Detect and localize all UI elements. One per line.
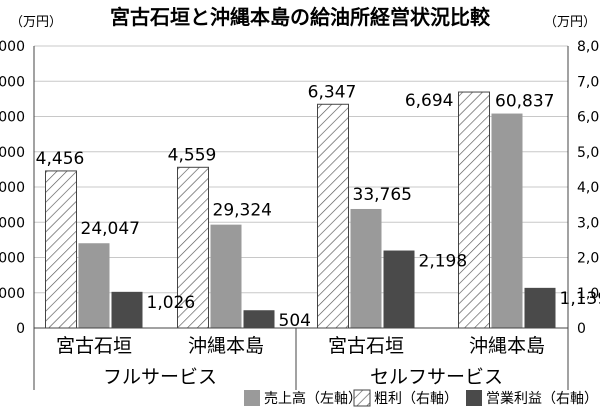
left-tick-label: ,000	[0, 74, 25, 90]
group-label: セルフサービス	[370, 366, 503, 388]
bar-gross-profit	[45, 170, 77, 329]
data-label-gross-profit: 4,559	[168, 145, 217, 165]
chart-title: 宮古石垣と沖縄本島の給油所経営状況比較	[110, 5, 491, 29]
right-tick-label: 8,00	[577, 39, 600, 55]
right-tick-label: 6,00	[577, 110, 600, 126]
bar-operating-profit	[383, 250, 415, 328]
legend-label: 営業利益（右軸）	[486, 391, 598, 407]
legend: 売上高（左軸） 粗利（右軸） 営業利益（右軸）	[244, 389, 598, 407]
right-tick-label: 3,00	[577, 215, 600, 231]
category-label: 宮古石垣	[56, 335, 132, 357]
category-label: 宮古石垣	[328, 335, 404, 357]
right-tick-label: 5,00	[577, 145, 600, 161]
bar-sales	[210, 224, 242, 328]
legend-swatch	[353, 389, 371, 407]
data-label-sales: 60,837	[495, 92, 554, 112]
data-label-operating-profit: 1,139	[560, 289, 600, 309]
data-label-gross-profit: 4,456	[36, 149, 85, 169]
legend-swatch	[244, 390, 260, 406]
left-tick-label: ,000	[0, 251, 25, 267]
legend-swatch	[466, 390, 482, 406]
bar-gross-profit	[317, 103, 349, 329]
bar-operating-profit	[243, 310, 275, 328]
axes: 0 ,000 ,000 ,000 ,000 ,000 ,000 ,000 ,000 0 1,00 2,…	[0, 39, 600, 390]
right-tick-label: 0	[577, 321, 586, 337]
data-label-operating-profit: 2,198	[419, 252, 468, 272]
right-axis-unit: （万円）	[544, 15, 596, 30]
left-tick-label: ,000	[0, 39, 25, 55]
left-tick-label: ,000	[0, 286, 25, 302]
bar-operating-profit	[524, 287, 556, 328]
bar-sales	[350, 208, 382, 328]
left-tick-label: ,000	[0, 180, 25, 196]
right-tick-label: 4,00	[577, 180, 600, 196]
data-label-operating-profit: 1,026	[147, 293, 196, 313]
bar-gross-profit	[458, 91, 490, 329]
data-label-sales: 24,047	[81, 219, 140, 239]
data-label-gross-profit: 6,694	[405, 91, 454, 111]
data-label-sales: 29,324	[213, 201, 272, 221]
bars	[45, 91, 556, 329]
category-label: 沖縄本島	[188, 335, 264, 357]
left-axis-unit: （万円）	[10, 15, 62, 30]
data-label-sales: 33,765	[353, 185, 412, 205]
bar-sales	[78, 243, 110, 328]
data-labels: 4,456 4,559 6,347 6,694 24,047 29,324 33,765 60…	[36, 82, 600, 331]
legend-label: 粗利（右軸）	[374, 391, 458, 407]
data-label-gross-profit: 6,347	[308, 82, 357, 102]
group-label: フルサービス	[103, 366, 217, 388]
right-tick-label: 7,00	[577, 74, 600, 90]
right-tick-label: 1,00	[577, 286, 600, 302]
bar-sales	[491, 113, 523, 328]
data-label-operating-profit: 504	[279, 311, 311, 331]
left-tick-label: ,000	[0, 145, 25, 161]
legend-label: 売上高（左軸）	[264, 390, 362, 407]
left-tick-label: ,000	[0, 215, 25, 231]
right-tick-label: 2,00	[577, 251, 600, 267]
left-tick-label: 0	[16, 321, 25, 337]
left-tick-label: ,000	[0, 110, 25, 126]
category-label: 沖縄本島	[469, 335, 545, 357]
bar-operating-profit	[111, 291, 143, 328]
